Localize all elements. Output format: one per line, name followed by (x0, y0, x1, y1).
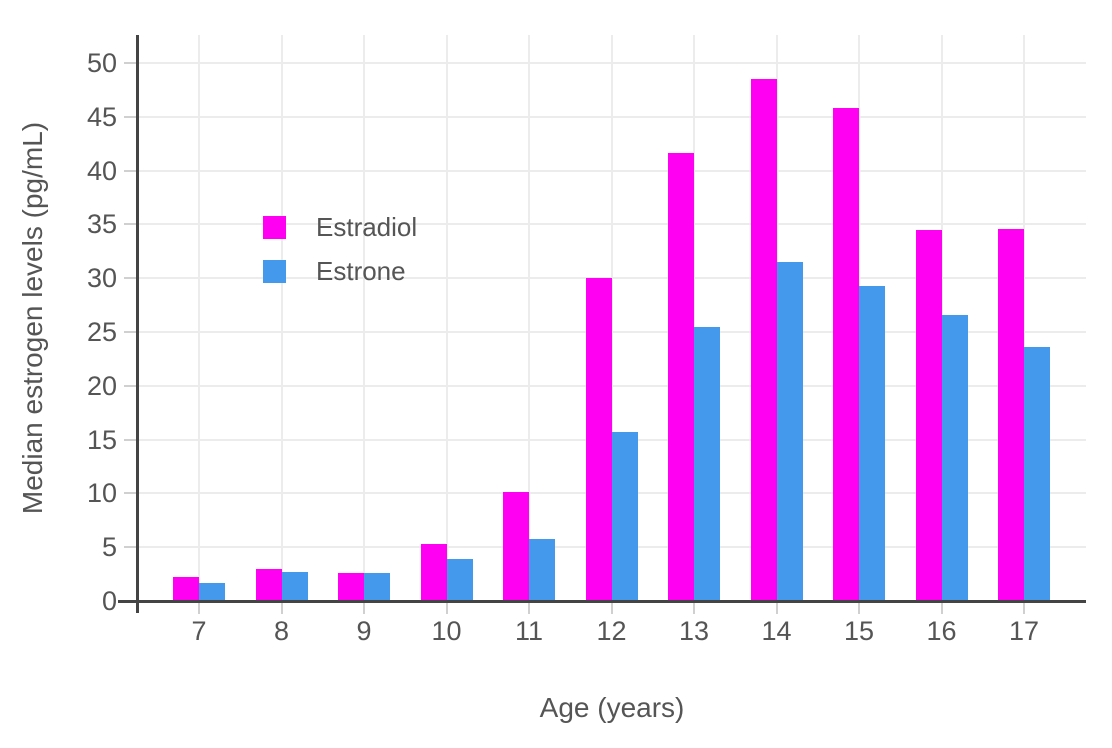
x-tick-mark (1023, 603, 1025, 614)
bar-estradiol (173, 577, 199, 601)
x-tick-mark (363, 603, 365, 614)
y-tick-mark (124, 223, 136, 226)
x-gridline (445, 35, 448, 601)
y-tick-label: 15 (86, 424, 117, 455)
bar-estradiol (420, 543, 447, 601)
x-tick-label: 15 (843, 616, 875, 646)
bar-estradiol (503, 492, 529, 601)
y-tick-mark (124, 330, 136, 333)
legend-swatch-icon (263, 260, 286, 283)
x-tick-mark (280, 603, 283, 614)
bar-estradiol (915, 229, 942, 601)
legend: Estradiol Estrone (263, 212, 417, 300)
bar-estrone (776, 262, 803, 601)
bar-estrone (1024, 347, 1050, 601)
y-tick-label: 25 (86, 316, 117, 347)
y-tick-mark (124, 438, 136, 441)
x-tick-mark (198, 603, 200, 614)
legend-label: Estrone (316, 256, 406, 286)
bar-estrone (694, 326, 720, 601)
y-axis-line (136, 35, 139, 613)
x-tick-label: 9 (356, 616, 372, 646)
x-tick-mark (775, 603, 778, 614)
bar-estrone (611, 432, 638, 601)
x-tick-mark (610, 603, 613, 614)
legend-item-estrone[interactable]: Estrone (263, 256, 417, 287)
y-tick-label: 20 (86, 370, 117, 401)
plot-area (138, 35, 1086, 601)
y-tick-mark (124, 169, 136, 172)
bar-estradiol (338, 573, 364, 601)
legend-item-estradiol[interactable]: Estradiol (263, 212, 417, 243)
x-tick-label: 8 (273, 616, 290, 646)
x-axis-title: Age (years) (539, 692, 685, 723)
x-tick-mark (445, 603, 448, 614)
y-tick-mark (124, 61, 136, 64)
x-tick-mark (940, 603, 943, 614)
x-tick-label: 17 (1008, 616, 1040, 646)
x-gridline (280, 35, 283, 601)
y-tick-label: 0 (101, 586, 117, 616)
x-tick-label: 12 (596, 616, 627, 646)
y-tick-mark (124, 492, 136, 495)
y-tick-label: 50 (86, 47, 117, 78)
bar-estrone (199, 582, 225, 601)
bar-estrone (941, 314, 968, 601)
y-tick-mark (124, 115, 136, 118)
x-gridline (693, 35, 695, 601)
bar-estradiol (750, 79, 777, 601)
x-tick-mark (528, 603, 530, 614)
bar-estrone (281, 571, 308, 601)
y-tick-mark (124, 546, 136, 549)
y-tick-label: 35 (86, 209, 117, 240)
x-gridline (363, 35, 365, 601)
y-tick-label: 5 (101, 532, 117, 563)
x-axis-line (118, 600, 1086, 603)
y-tick-label: 40 (86, 155, 117, 186)
x-tick-label: 7 (191, 616, 207, 646)
y-tick-mark (124, 384, 136, 387)
x-gridline (610, 35, 613, 601)
x-tick-mark (693, 603, 695, 614)
x-gridline (198, 35, 200, 601)
y-tick-label: 30 (86, 263, 117, 294)
x-gridline (1023, 35, 1025, 601)
x-tick-mark (858, 603, 860, 614)
bar-estrone (364, 573, 390, 601)
legend-label: Estradiol (316, 212, 418, 242)
x-tick-label: 14 (761, 616, 792, 646)
bar-estradiol (255, 568, 282, 601)
y-tick-mark (124, 277, 136, 280)
bar-estradiol (833, 108, 859, 601)
legend-swatch-icon (263, 216, 286, 239)
x-tick-label: 16 (926, 616, 957, 646)
bar-estradiol (668, 153, 694, 601)
x-tick-label: 13 (678, 616, 710, 646)
bar-estrone (859, 285, 885, 601)
x-gridline (528, 35, 530, 601)
bar-estrone (529, 538, 555, 601)
y-tick-label: 45 (86, 101, 117, 132)
bar-estradiol (585, 278, 612, 601)
x-tick-label: 11 (514, 616, 544, 646)
y-tick-label: 10 (86, 478, 117, 509)
bar-estrone (446, 559, 473, 601)
bar-estradiol (998, 228, 1024, 601)
x-tick-label: 10 (431, 616, 462, 646)
